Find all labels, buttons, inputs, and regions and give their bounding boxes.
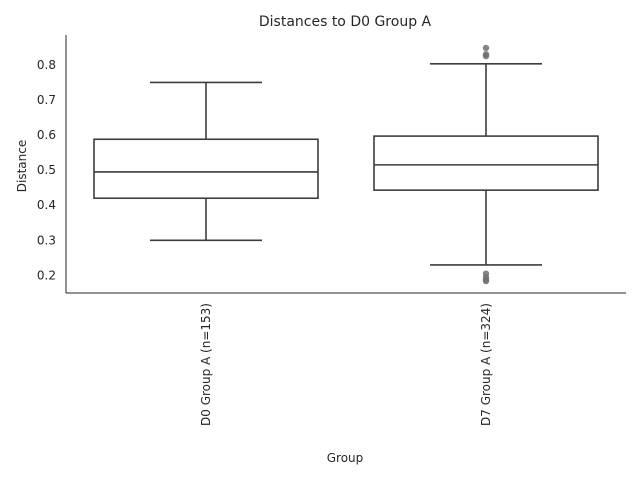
box-iqr	[93, 138, 319, 200]
x-tick-label: D0 Group A (n=153)	[199, 303, 213, 426]
y-tick-label: 0.7	[37, 93, 56, 107]
chart-title: Distances to D0 Group A	[259, 14, 432, 30]
y-tick-label: 0.6	[37, 128, 56, 142]
outlier-point	[482, 277, 490, 285]
y-tick-label: 0.8	[37, 58, 56, 72]
y-tick-label: 0.2	[37, 268, 56, 282]
y-tick-label: 0.3	[37, 233, 56, 247]
plot-area: 0.2 0.3 0.4 0.5 0.6 0.7 0.8 D0 Group A (n=153) D…	[37, 35, 626, 426]
box-iqr	[373, 135, 599, 191]
y-axis-label: Distance	[15, 140, 29, 192]
y-tick-label: 0.5	[37, 163, 56, 177]
outlier-point	[482, 52, 490, 60]
y-tick-label: 0.4	[37, 198, 56, 212]
outlier-point	[482, 44, 490, 52]
x-axis-label: Group	[327, 451, 364, 465]
x-tick-label: D7 Group A (n=324)	[479, 303, 493, 426]
